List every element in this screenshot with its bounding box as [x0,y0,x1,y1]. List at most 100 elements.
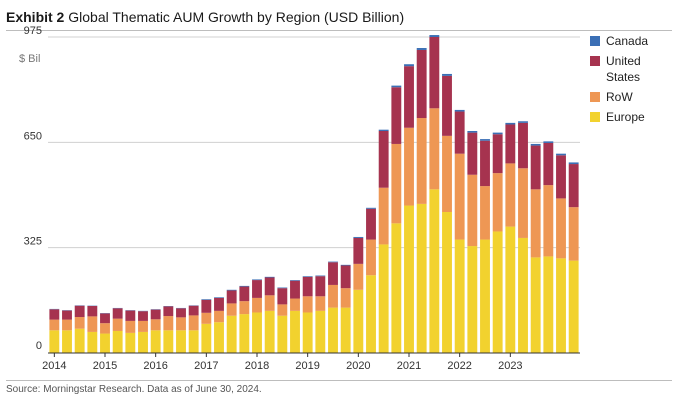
bar-segment-europe [138,331,148,353]
bar-segment-europe [404,205,414,353]
bar-segment-united-states [302,276,313,297]
bar-segment-united-states [480,140,490,187]
x-tick-label: 2018 [245,360,269,372]
bar-segment-row [492,173,503,232]
legend-swatch-row [590,92,600,102]
bar-segment-europe [125,332,136,353]
bar-segment-europe [340,307,351,353]
bar-segment-row [150,319,161,331]
bar-segment-united-states [543,142,554,186]
legend-label-canada: Canada [606,34,649,48]
bar-segment-canada [467,130,478,133]
bar-segment-canada [264,276,275,278]
bar-segment-canada [454,109,465,112]
bar-segment-united-states [214,297,224,311]
bar-segment-united-states [49,309,60,320]
bar-segment-canada [404,64,414,67]
bar-segment-europe [416,203,427,353]
bar-segment-row [378,187,389,245]
bar-segment-canada [366,207,376,209]
x-tick-label: 2017 [194,360,218,372]
legend-swatch-canada [590,36,600,46]
bar-segment-europe [429,189,440,353]
exhibit-label: Exhibit 2 [6,9,65,25]
bar-segment-europe [556,258,566,353]
bar-segment-row [391,143,402,224]
bar-segment-united-states [100,313,110,324]
bar-segment-row [176,317,186,331]
bar-segment-united-states [62,310,72,320]
legend-item-row: RoW [590,89,676,105]
bar-segment-row [201,312,212,324]
bar-segment-canada [328,261,338,263]
bar-segment-canada [416,48,427,50]
x-tick-label: 2023 [498,360,522,372]
y-tick-label: 650 [24,130,42,142]
bar-segment-row [505,163,516,227]
bar-segment-row [302,296,313,313]
y-tick-label: 0 [36,340,42,352]
bar-segment-row [467,174,478,247]
bar-segment-row [163,316,174,331]
bar-segment-europe [74,328,85,353]
bar-segment-canada [214,297,224,298]
bar-segment-united-states [340,265,351,289]
bar-segment-canada [442,73,452,76]
bar-segment-row [277,304,288,316]
bar-segment-canada [505,122,516,125]
bar-segment-canada [556,153,566,156]
bar-segment-row [214,310,224,323]
bar-segment-united-states [366,208,376,240]
bar-segment-canada [492,132,503,135]
bar-segment-canada [568,162,579,165]
bar-segment-canada [530,143,541,146]
bar-segment-row [239,301,250,315]
bar-segment-europe [467,246,478,353]
bar-segment-united-states [290,280,300,299]
bar-segment-canada [290,280,300,281]
bar-segment-row [226,303,237,316]
bar-segment-row [340,288,351,308]
bar-segment-europe [505,226,516,353]
bar-segment-europe [530,257,541,353]
bar-segment-europe [480,239,490,353]
bar-segment-row [568,207,579,261]
bar-segment-row [454,153,465,240]
bar-segment-canada [226,289,237,291]
bar-segment-europe [353,289,364,353]
bar-segment-united-states [378,130,389,188]
bar-segment-row [518,168,528,238]
chart-title: Exhibit 2 Global Thematic AUM Growth by … [6,6,672,31]
x-tick-label: 2022 [447,360,471,372]
x-tick-label: 2019 [295,360,319,372]
bar-segment-row [138,320,148,332]
bar-segment-row [328,284,338,308]
bar-segment-canada [543,141,554,143]
bar-segment-canada [429,35,440,37]
bar-segment-united-states [467,132,478,175]
bar-segment-row [404,127,414,206]
bar-segment-europe [315,310,326,353]
bar-segment-united-states [277,288,288,305]
bar-segment-europe [366,275,376,353]
bar-segment-united-states [163,306,174,317]
bar-segment-row [100,323,110,334]
bar-segment-canada [391,85,402,88]
bar-segment-united-states [138,311,148,321]
bar-segment-row [480,186,490,240]
bar-segment-europe [87,331,98,353]
bar-segment-europe [176,330,186,353]
bar-segment-united-states [112,308,123,319]
bar-segment-europe [214,322,224,353]
bar-segment-row [74,317,85,329]
bar-segment-united-states [416,49,427,119]
bar-segment-canada [480,139,490,141]
bar-segment-row [543,185,554,257]
bar-segment-united-states [442,75,452,136]
bar-segment-united-states [404,66,414,128]
bar-segment-united-states [188,305,199,316]
bar-segment-row [188,315,199,331]
bar-segment-row [125,320,136,333]
bar-segment-europe [163,330,174,353]
